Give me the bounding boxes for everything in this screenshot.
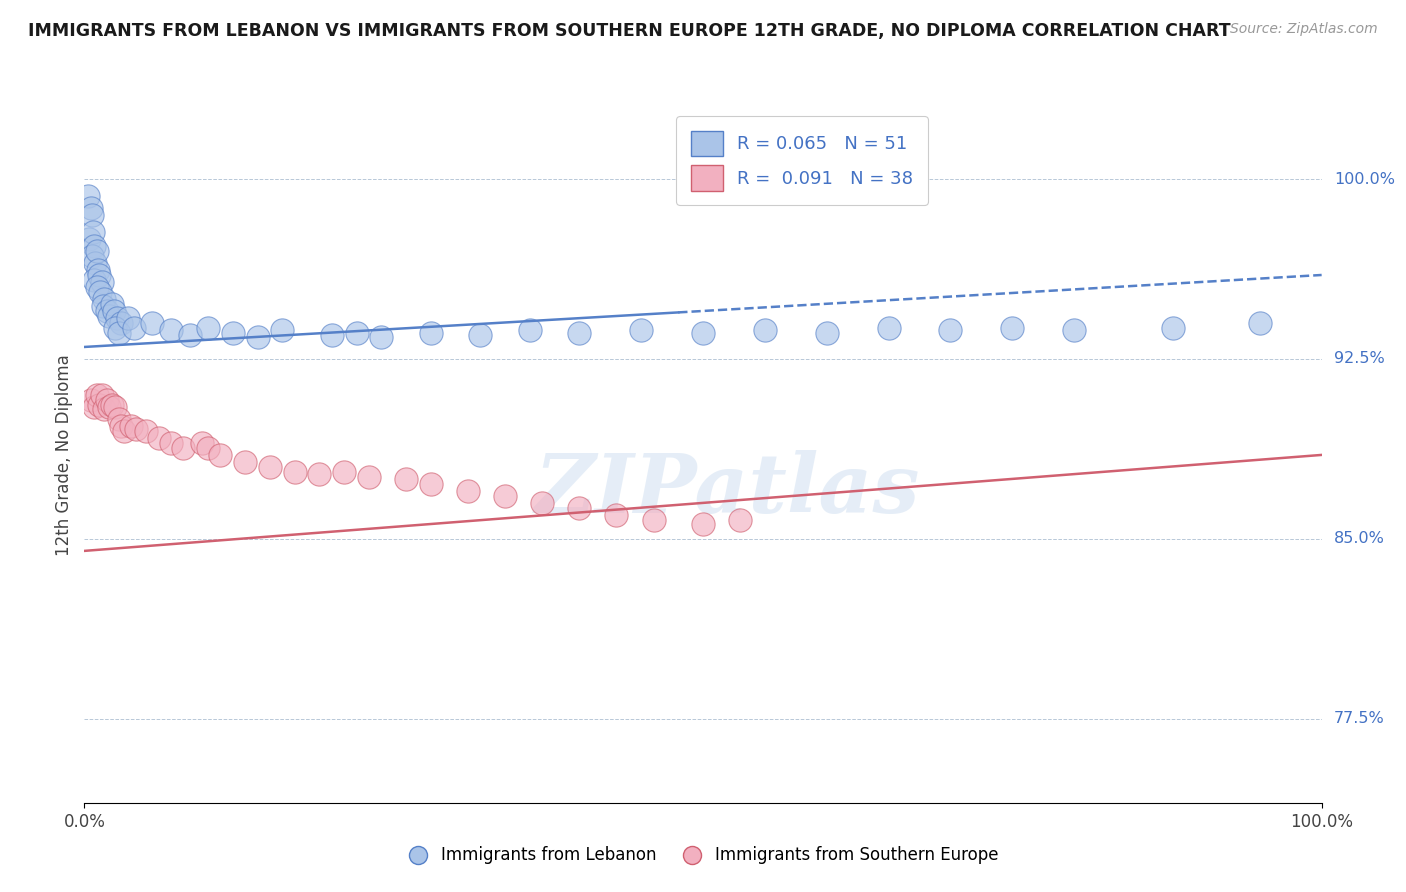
Point [110,316,132,330]
Point [191,436,214,450]
Point [630,323,652,337]
Point [457,483,479,498]
Point [98,400,121,414]
Point [80,208,103,222]
Point [643,513,665,527]
Point [419,476,441,491]
Point [98,309,121,323]
Point [86,244,108,258]
Text: 85.0%: 85.0% [1334,532,1385,547]
Point [148,431,170,445]
Point [104,400,127,414]
Point [815,326,838,340]
Point [246,330,269,344]
Point [105,311,128,326]
Point [89,398,111,412]
Point [160,436,183,450]
Point [754,323,776,337]
Point [172,441,194,455]
Point [93,402,115,417]
Point [531,496,554,510]
Point [395,472,418,486]
Point [1001,320,1024,334]
Point [112,424,135,438]
Point [89,268,111,282]
Point [79,232,101,246]
Text: 100.0%: 100.0% [1334,171,1395,186]
Point [87,263,110,277]
Point [1161,320,1184,334]
Point [209,448,232,462]
Point [197,441,219,455]
Text: ZIPatlas: ZIPatlas [536,450,921,530]
Point [79,392,101,407]
Point [692,517,714,532]
Point [494,489,516,503]
Point [117,311,139,326]
Point [519,323,541,337]
Text: 92.5%: 92.5% [1334,351,1385,367]
Point [108,326,131,340]
Point [90,275,112,289]
Point [333,465,356,479]
Point [83,239,105,253]
Point [135,424,157,438]
Text: 77.5%: 77.5% [1334,711,1385,726]
Point [939,323,962,337]
Point [259,459,281,474]
Point [93,292,115,306]
Point [110,419,132,434]
Point [357,469,380,483]
Point [308,467,330,482]
Point [1249,316,1271,330]
Point [271,323,294,337]
Point [141,316,163,330]
Point [83,273,105,287]
Point [83,400,105,414]
Point [568,500,591,515]
Point [100,297,122,311]
Point [104,320,127,334]
Point [82,225,104,239]
Text: Source: ZipAtlas.com: Source: ZipAtlas.com [1230,22,1378,37]
Point [89,285,111,299]
Point [321,328,343,343]
Point [1063,323,1085,337]
Point [96,392,118,407]
Point [84,256,107,270]
Point [233,455,256,469]
Point [160,323,183,337]
Point [197,320,219,334]
Point [77,189,100,203]
Point [419,326,441,340]
Point [284,465,307,479]
Point [79,201,101,215]
Legend: Immigrants from Lebanon, Immigrants from Southern Europe: Immigrants from Lebanon, Immigrants from… [401,839,1005,871]
Text: IMMIGRANTS FROM LEBANON VS IMMIGRANTS FROM SOUTHERN EUROPE 12TH GRADE, NO DIPLOM: IMMIGRANTS FROM LEBANON VS IMMIGRANTS FR… [28,22,1230,40]
Point [103,304,125,318]
Point [346,326,368,340]
Point [179,328,201,343]
Point [96,304,118,318]
Y-axis label: 12th Grade, No Diploma: 12th Grade, No Diploma [55,354,73,556]
Point [100,398,122,412]
Point [91,299,114,313]
Point [568,326,591,340]
Point [120,419,142,434]
Point [692,326,714,340]
Point [877,320,900,334]
Point [728,513,751,527]
Point [86,280,108,294]
Point [222,326,245,340]
Point [125,421,148,435]
Point [90,388,112,402]
Point [605,508,627,522]
Point [86,388,108,402]
Point [108,412,131,426]
Point [470,328,492,343]
Point [370,330,392,344]
Point [122,320,145,334]
Point [80,249,103,263]
